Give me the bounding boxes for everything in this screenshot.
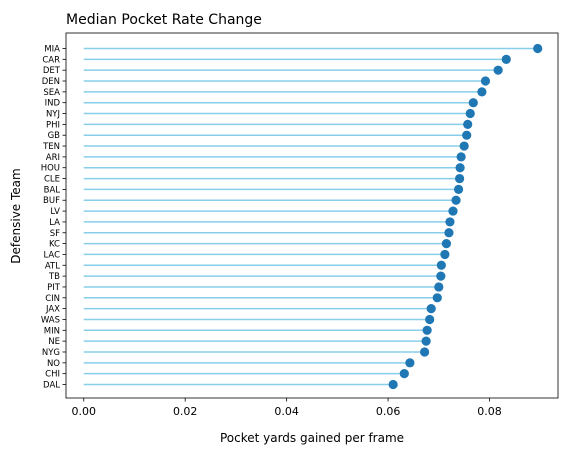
y-tick-label-bal: BAL [44, 185, 61, 195]
marker-phi [463, 119, 473, 129]
y-tick-label-la: LA [49, 218, 60, 228]
marker-ten [459, 141, 469, 151]
y-tick-label-atl: ATL [45, 261, 60, 271]
marker-ind [468, 98, 478, 108]
marker-gb [462, 130, 472, 140]
marker-tb [436, 271, 446, 281]
marker-car [501, 54, 511, 64]
x-tick-label-1: 0.02 [173, 405, 198, 418]
y-tick-label-ne: NE [48, 337, 60, 347]
marker-jax [426, 304, 436, 314]
chart-title: Median Pocket Rate Change [66, 12, 262, 28]
y-tick-label-lv: LV [50, 207, 60, 217]
marker-bal [453, 184, 464, 195]
marker-no [405, 358, 415, 368]
x-tick-label-4: 0.08 [477, 405, 502, 418]
y-tick-label-den: DEN [42, 77, 60, 87]
y-tick-label-det: DET [43, 66, 61, 76]
y-tick-label-kc: KC [49, 240, 60, 250]
y-tick-label-no: NO [47, 359, 60, 369]
marker-min [422, 325, 432, 335]
marker-sf [444, 228, 454, 238]
y-tick-label-pit: PIT [47, 283, 61, 293]
marker-cin [432, 293, 442, 303]
marker-lac [440, 249, 450, 260]
marker-kc [441, 238, 452, 249]
stems-group [83, 47, 538, 386]
y-tick-label-dal: DAL [43, 381, 60, 391]
y-tick-label-ind: IND [45, 99, 61, 109]
marker-nyj [465, 108, 475, 119]
marker-cle [455, 173, 465, 184]
y-tick-label-buf: BUF [43, 196, 60, 206]
marker-chi [399, 369, 409, 379]
y-tick-label-tb: TB [48, 272, 60, 282]
x-axis-ticks: 0.00 0.02 0.04 0.06 0.08 [72, 398, 502, 418]
y-axis-label: Defensive Team [9, 168, 23, 263]
y-tick-label-cin: CIN [45, 294, 60, 304]
x-tick-label-2: 0.04 [274, 405, 299, 418]
marker-det [493, 65, 503, 75]
markers-group [388, 43, 543, 390]
y-tick-label-nyg: NYG [42, 348, 60, 358]
y-tick-label-ari: ARI [46, 153, 60, 163]
y-tick-label-sea: SEA [43, 88, 60, 98]
marker-dal [388, 379, 398, 390]
y-tick-label-nyj: NYJ [46, 110, 60, 120]
y-tick-label-was: WAS [41, 315, 60, 325]
x-tick-label-0: 0.00 [72, 405, 97, 418]
marker-ari [456, 152, 466, 162]
marker-atl [436, 260, 446, 270]
y-tick-label-sf: SF [50, 229, 60, 239]
y-tick-label-hou: HOU [41, 164, 60, 174]
marker-lv [448, 206, 458, 216]
marker-was [425, 314, 435, 325]
y-tick-label-min: MIN [44, 326, 60, 336]
y-tick-label-chi: CHI [45, 370, 60, 380]
y-tick-label-phi: PHI [46, 120, 60, 130]
y-tick-label-mia: MIA [44, 45, 60, 55]
marker-mia [533, 43, 543, 54]
x-axis-label: Pocket yards gained per frame [220, 431, 404, 445]
y-tick-label-car: CAR [42, 55, 60, 65]
marker-la [445, 217, 455, 227]
marker-buf [451, 195, 461, 205]
y-tick-label-jax: JAX [45, 305, 60, 315]
plot-frame [65, 32, 559, 399]
marker-nyg [420, 347, 430, 357]
marker-ne [421, 336, 431, 346]
y-tick-label-ten: TEN [42, 142, 60, 152]
y-tick-label-lac: LAC [43, 250, 60, 260]
x-tick-label-3: 0.06 [376, 405, 401, 418]
y-tick-label-gb: GB [48, 131, 61, 141]
marker-hou [455, 163, 465, 173]
y-tick-label-cle: CLE [44, 175, 60, 185]
marker-den [480, 76, 491, 86]
marker-sea [477, 87, 487, 97]
y-axis-ticks: MIACARDETDENSEAINDNYJPHIGBTENARIHOUCLEBA… [41, 45, 66, 391]
marker-pit [434, 282, 444, 292]
